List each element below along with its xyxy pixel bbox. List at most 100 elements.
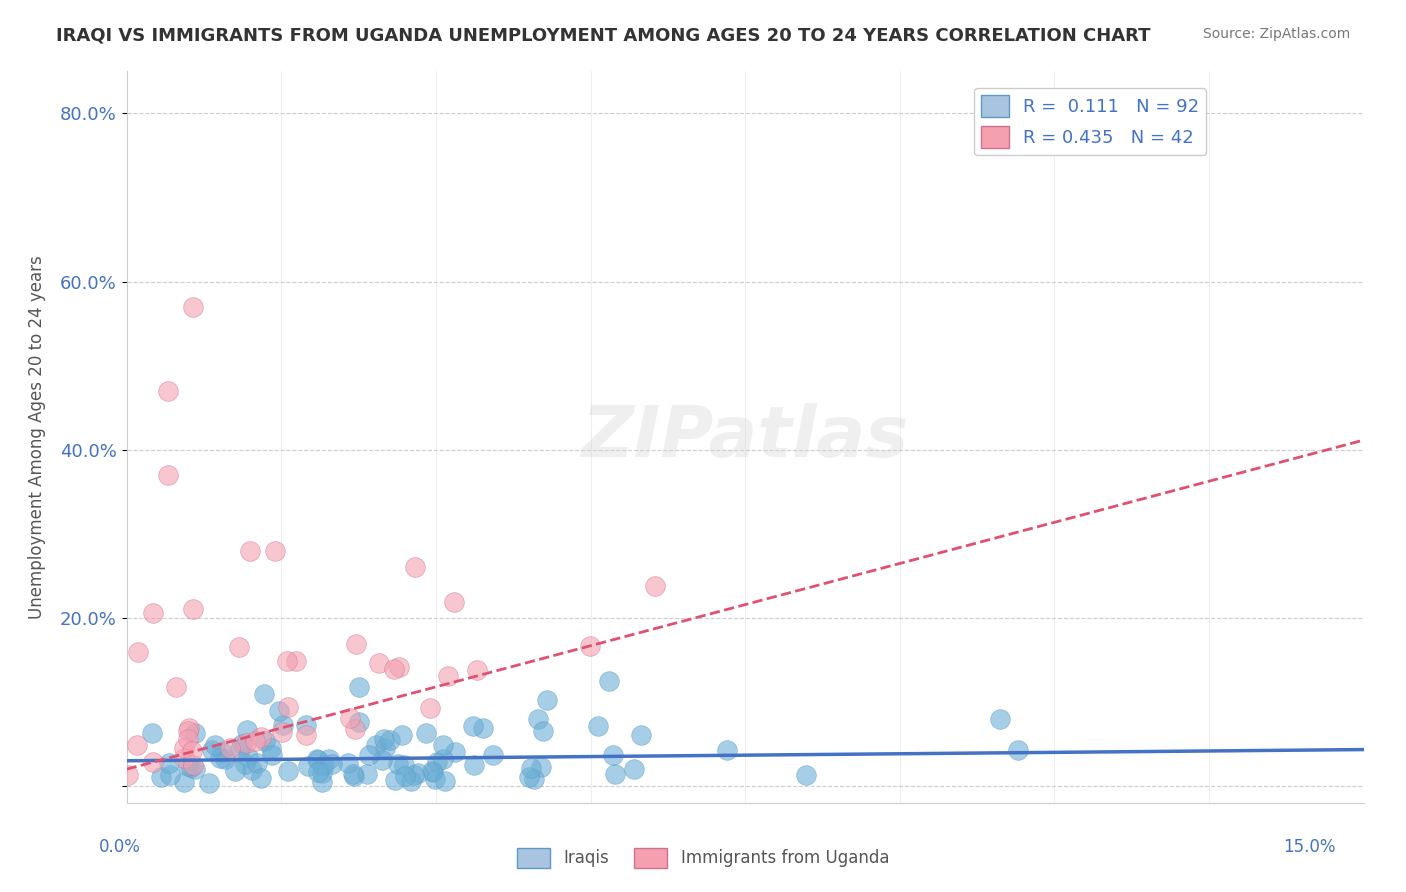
Point	[239, 543, 262, 558]
Point	[181, 757, 204, 772]
Point	[156, 384, 179, 398]
Legend: R =  0.111   N = 92, R = 0.435   N = 42: R = 0.111 N = 92, R = 0.435 N = 42	[974, 87, 1206, 155]
Point	[228, 640, 250, 655]
Point	[228, 741, 250, 756]
Point	[373, 731, 395, 746]
Point	[388, 659, 411, 673]
Point	[141, 726, 163, 740]
Point	[579, 639, 602, 653]
Point	[716, 743, 738, 757]
Point	[602, 748, 624, 763]
Text: IRAQI VS IMMIGRANTS FROM UGANDA UNEMPLOYMENT AMONG AGES 20 TO 24 YEARS CORRELATI: IRAQI VS IMMIGRANTS FROM UGANDA UNEMPLOY…	[56, 27, 1150, 45]
Point	[277, 699, 299, 714]
Point	[294, 718, 316, 732]
Point	[231, 737, 253, 751]
Point	[142, 607, 165, 621]
Point	[603, 767, 626, 781]
Point	[262, 747, 284, 762]
Point	[250, 771, 273, 785]
Point	[149, 770, 172, 784]
Point	[630, 728, 652, 742]
Point	[235, 736, 257, 750]
Point	[432, 752, 454, 766]
Point	[198, 776, 221, 790]
Point	[295, 728, 318, 742]
Point	[384, 772, 406, 787]
Point	[177, 731, 200, 746]
Point	[461, 719, 484, 733]
Point	[337, 756, 360, 771]
Point	[344, 637, 367, 651]
Text: 0.0%: 0.0%	[98, 838, 141, 856]
Point	[209, 751, 232, 765]
Point	[530, 760, 553, 774]
Point	[181, 300, 204, 314]
Point	[214, 752, 236, 766]
Point	[297, 759, 319, 773]
Text: ZIPatlas: ZIPatlas	[582, 402, 908, 472]
Point	[391, 728, 413, 742]
Point	[179, 721, 201, 735]
Point	[368, 656, 391, 670]
Point	[243, 733, 266, 747]
Point	[436, 669, 458, 683]
Point	[370, 753, 392, 767]
Point	[235, 723, 257, 738]
Point	[344, 722, 367, 736]
Point	[127, 645, 149, 659]
Point	[517, 771, 540, 785]
Point	[312, 757, 335, 772]
Text: Source: ZipAtlas.com: Source: ZipAtlas.com	[1202, 27, 1350, 41]
Point	[276, 654, 298, 668]
Point	[273, 718, 295, 732]
Point	[318, 752, 340, 766]
Point	[422, 764, 444, 779]
Point	[520, 761, 543, 775]
Point	[271, 725, 294, 739]
Point	[343, 769, 366, 783]
Text: 15.0%: 15.0%	[1284, 838, 1336, 856]
Point	[141, 755, 163, 769]
Point	[254, 734, 277, 748]
Point	[233, 756, 256, 771]
Point	[181, 744, 204, 758]
Point	[201, 743, 224, 757]
Point	[305, 751, 328, 765]
Point	[117, 768, 139, 782]
Point	[236, 750, 259, 764]
Point	[419, 701, 441, 715]
Point	[173, 774, 195, 789]
Point	[339, 710, 361, 724]
Point	[264, 543, 287, 558]
Point	[246, 756, 269, 771]
Point	[404, 560, 426, 574]
Point	[387, 756, 409, 771]
Point	[250, 731, 273, 745]
Point	[260, 740, 283, 755]
Point	[157, 756, 180, 770]
Point	[443, 595, 465, 609]
Point	[176, 724, 198, 739]
Point	[218, 740, 240, 755]
Point	[408, 766, 430, 780]
Point	[382, 662, 405, 676]
Point	[307, 753, 329, 767]
Point	[392, 757, 415, 772]
Point	[159, 768, 181, 782]
Point	[284, 654, 307, 668]
Point	[321, 756, 343, 771]
Point	[623, 762, 645, 776]
Point	[586, 718, 609, 732]
Point	[311, 774, 333, 789]
Point	[536, 692, 558, 706]
Point	[423, 772, 446, 786]
Point	[364, 739, 387, 753]
Point	[240, 763, 263, 777]
Point	[378, 733, 401, 747]
Point	[176, 759, 198, 773]
Point	[173, 740, 195, 755]
Point	[347, 680, 370, 694]
Point	[644, 579, 666, 593]
Point	[481, 747, 503, 762]
Point	[471, 721, 494, 735]
